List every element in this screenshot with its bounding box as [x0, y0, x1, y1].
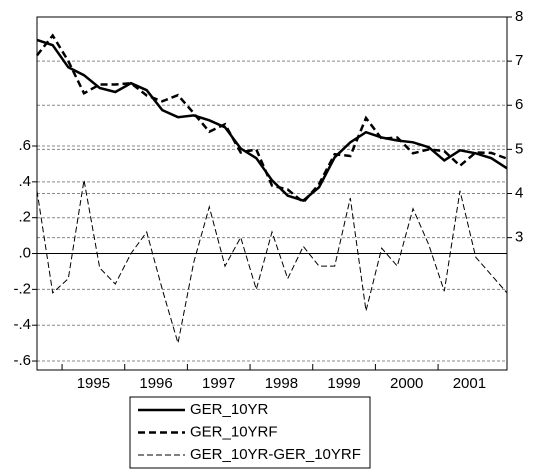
y-tick-label: .4 — [18, 173, 31, 190]
x-tick-label: 1998 — [265, 375, 298, 392]
y-tick-label: .6 — [18, 137, 31, 154]
y-tick-label: -.6 — [13, 352, 31, 369]
x-tick-label: 1999 — [327, 375, 360, 392]
x-tick-label: 1995 — [77, 375, 110, 392]
legend-label: GER_10YR — [190, 401, 269, 418]
series-line — [36, 38, 508, 202]
y2-tick-label: 5 — [515, 140, 523, 157]
x-tick-label: 2000 — [390, 375, 423, 392]
y-tick-label: -.4 — [13, 316, 31, 333]
y2-tick-label: 7 — [515, 52, 523, 69]
y-tick-label: .2 — [18, 209, 31, 226]
x-tick-label: 2001 — [453, 375, 486, 392]
legend-label: GER_10YR-GER_10YRF — [190, 446, 361, 463]
y2-tick-label: 4 — [515, 184, 523, 201]
series-line — [36, 33, 508, 205]
x-tick-label: 1996 — [139, 375, 172, 392]
y2-tick-label: 8 — [515, 8, 523, 25]
series-line — [36, 180, 508, 344]
y2-tick-label: 6 — [515, 96, 523, 113]
legend-label: GER_10YRF — [190, 423, 278, 440]
x-tick-label: 1997 — [202, 375, 235, 392]
y-tick-label: .0 — [18, 244, 31, 261]
y-tick-label: -.2 — [13, 280, 31, 297]
y2-tick-label: 3 — [515, 229, 523, 246]
